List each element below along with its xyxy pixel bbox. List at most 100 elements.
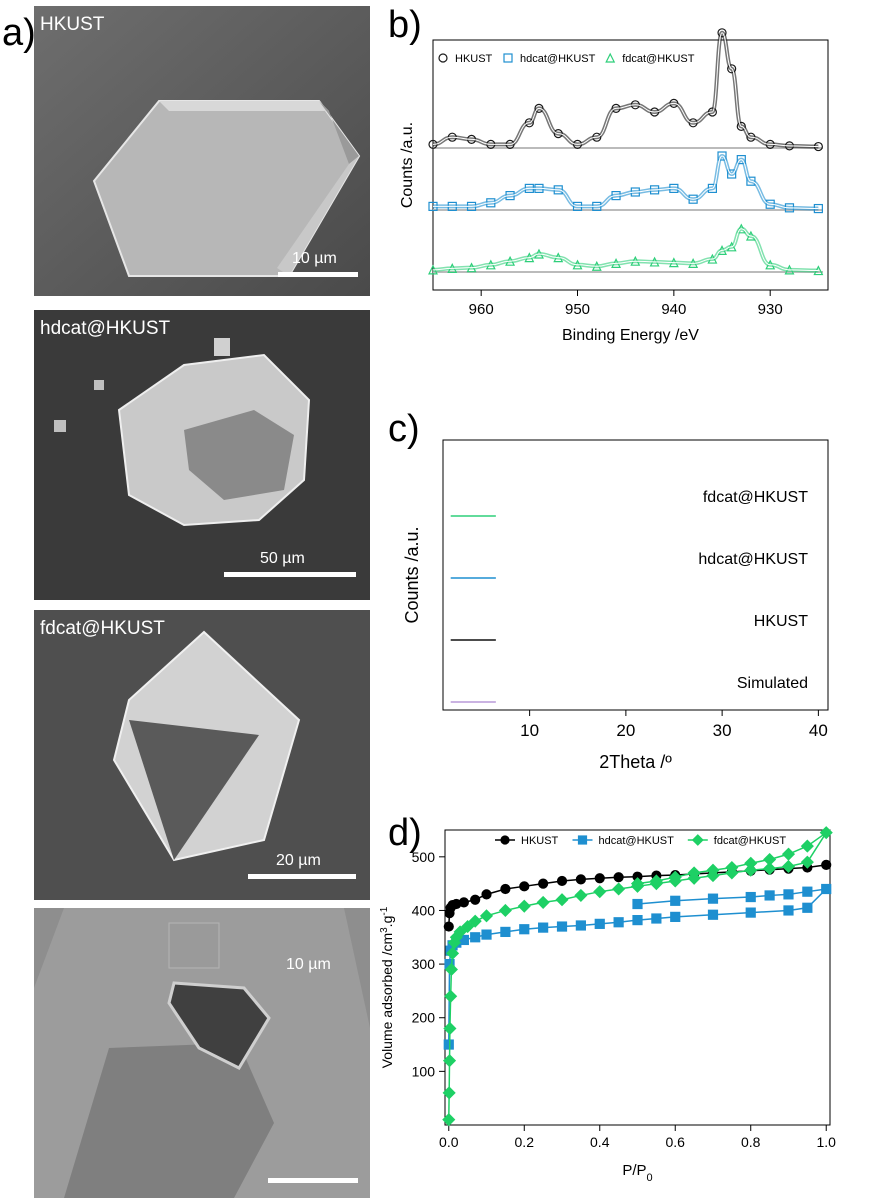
scale-bar: [278, 272, 358, 277]
x-tick-label: 10: [520, 721, 539, 740]
data-point: [764, 890, 775, 901]
legend-marker: [577, 835, 588, 845]
data-point: [717, 151, 727, 161]
data-point: [524, 118, 534, 128]
legend-label: HKUST: [521, 835, 559, 847]
data-point: [632, 915, 643, 926]
sem-label: fdcat@HKUST: [40, 618, 165, 639]
x-tick-label: 960: [469, 301, 494, 318]
data-point: [453, 925, 467, 939]
data-point: [745, 891, 756, 903]
scale-bar: [224, 572, 356, 577]
sem-image-fdcat: fdcat@HKUST 20 µm: [34, 610, 370, 900]
x-tick-label: 0.6: [666, 1134, 686, 1150]
xrd-chart: 10 20 30 40 2Theta /º Counts /a.u. fdcat@HKUST…: [388, 439, 872, 780]
x-axis-label-subscript: 0: [647, 1172, 653, 1184]
data-point: [717, 28, 727, 38]
data-point: [744, 856, 758, 870]
plot-frame: [444, 829, 831, 1126]
data-point: [442, 1054, 457, 1068]
x-tick-label: 1.0: [816, 1134, 836, 1150]
y-tick-label: 400: [412, 902, 436, 918]
octahedral-crystal-illustration: [34, 610, 370, 900]
panel-letter-d: d): [388, 812, 422, 854]
scale-bar: [268, 1178, 358, 1183]
data-point: [725, 860, 739, 875]
legend-marker: [438, 53, 448, 63]
data-point: [461, 919, 475, 934]
data-point: [706, 863, 720, 877]
data-point: [800, 855, 814, 869]
data-point: [534, 103, 544, 114]
data-point: [470, 894, 481, 905]
crystal-closeup-illustration: [34, 908, 370, 1198]
series-label: fdcat@HKUST: [703, 489, 808, 506]
data-point: [649, 107, 660, 117]
plot-frame: [432, 39, 829, 291]
panel-letter-b: b): [388, 4, 422, 46]
legend-marker: [500, 835, 510, 845]
data-point: [592, 132, 602, 142]
data-point: [481, 889, 492, 900]
data-point: [727, 64, 737, 74]
x-tick-label: 40: [809, 721, 828, 740]
x-tick-label: 0.2: [515, 1134, 535, 1150]
y-axis-label-part: -1: [379, 906, 390, 915]
plot-frame: [442, 439, 829, 711]
data-point: [519, 881, 530, 892]
data-point: [428, 139, 438, 150]
data-point: [555, 893, 569, 907]
sem-image-hdcat: hdcat@HKUST 50 µm: [34, 310, 370, 600]
isotherm-chart: 0.0 0.2 0.4 0.6 0.8 1.0 100 200 300 400 500 P/P0 Vol…: [370, 820, 870, 1198]
legend-label: fdcat@HKUST: [622, 53, 695, 65]
sem-image-hkust: HKUST 10 µm: [34, 6, 370, 296]
y-axis-label: Volume adsorbed /cm3.g-1: [379, 906, 396, 1068]
data-point: [632, 898, 643, 910]
data-point: [745, 907, 756, 918]
data-point: [783, 905, 794, 916]
data-point: [481, 929, 492, 940]
data-point: [593, 885, 607, 899]
hexagonal-crystal-illustration: [34, 6, 370, 296]
data-point: [505, 191, 515, 201]
y-axis-label-part: .g: [379, 916, 395, 928]
series-label: hdcat@HKUST: [698, 551, 808, 568]
data-point: [519, 924, 530, 935]
data-point: [444, 962, 458, 977]
x-tick-label: 30: [713, 721, 732, 740]
data-point: [630, 877, 645, 891]
data-point: [442, 1086, 456, 1100]
data-point: [687, 866, 701, 880]
data-point: [781, 859, 796, 874]
y-axis-label-part: 3: [379, 927, 390, 933]
data-point: [500, 883, 511, 895]
data-point: [707, 909, 719, 920]
panel-letter-a: a): [2, 12, 36, 54]
x-tick-label: 0.0: [439, 1134, 459, 1150]
data-point: [468, 914, 482, 928]
scale-bar-label: 20 µm: [276, 852, 321, 869]
x-tick-label: 930: [758, 301, 783, 318]
data-point: [538, 878, 549, 889]
data-point: [594, 918, 605, 929]
data-point: [574, 888, 588, 902]
x-tick-label: 940: [661, 301, 686, 318]
data-point: [821, 859, 832, 870]
data-point: [445, 946, 460, 960]
polyhedral-crystal-illustration: [34, 310, 370, 600]
fit-line: [433, 155, 819, 210]
data-point: [498, 903, 512, 918]
data-point: [746, 176, 756, 186]
data-point: [707, 183, 717, 193]
data-point: [442, 1113, 456, 1127]
legend-marker: [605, 52, 616, 63]
data-point: [670, 911, 681, 922]
legend-label: fdcat@HKUST: [714, 835, 787, 847]
data-point: [538, 922, 549, 933]
x-tick-label: 0.4: [590, 1134, 610, 1150]
data-point: [556, 921, 568, 932]
legend-marker: [503, 53, 513, 63]
series-label: HKUST: [754, 613, 808, 630]
data-point: [613, 872, 624, 883]
data-point: [669, 98, 679, 108]
